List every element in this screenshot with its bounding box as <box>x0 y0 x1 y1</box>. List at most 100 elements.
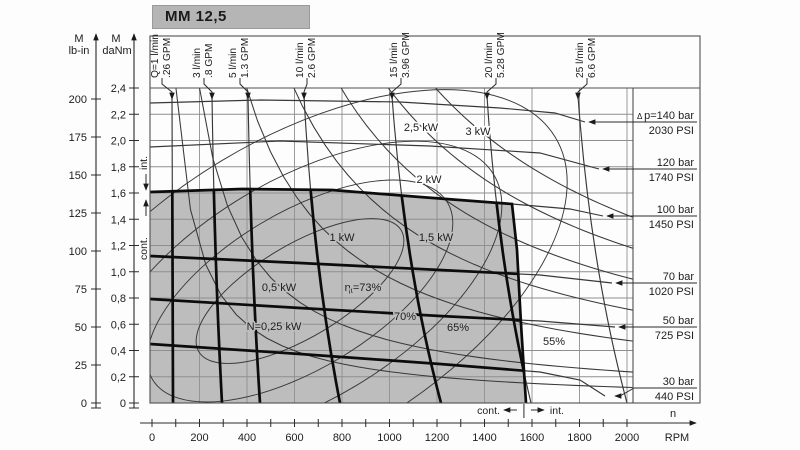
x-axis-name: n <box>670 408 676 420</box>
danm-tick-label: 2,4 <box>111 83 126 95</box>
flow-rate-gpm-label: 5.28 GPM <box>496 32 507 78</box>
danm-tick-label: 2,0 <box>111 136 126 148</box>
danm-axis-unit: daNm <box>102 45 131 57</box>
pressure-bar-label: 100 bar <box>657 204 695 216</box>
lbin-tick-label: 25 <box>75 360 87 372</box>
flow-rate-label: 5 l/min <box>228 48 239 78</box>
rpm-tick-label: 1200 <box>425 432 449 444</box>
power-curve <box>198 88 633 373</box>
flow-leader-arrow <box>301 78 308 100</box>
curve-label: 3 kW <box>465 126 491 138</box>
danm-tick-label: 1,2 <box>111 241 126 253</box>
y-axes: Mlb-inMdaNm025507510012515017520000,20,4… <box>69 33 139 410</box>
flow-leader-arrow <box>161 78 175 100</box>
power-curve <box>434 88 633 218</box>
rpm-tick-label: 200 <box>190 432 208 444</box>
pressure-psi-label: 440 PSI <box>655 391 694 403</box>
bottom-cont-label: cont. <box>477 405 500 417</box>
flow-line <box>577 95 628 403</box>
rpm-tick-label: 1400 <box>472 432 496 444</box>
flow-rate-gpm-label: 1.3 GPM <box>240 38 251 78</box>
flow-rate-label: 25 l/min <box>575 42 586 78</box>
left-int-label: int. <box>138 156 150 170</box>
efficiency-contour <box>195 218 405 364</box>
pressure-line <box>150 140 600 170</box>
lbin-axis-name: M <box>74 33 83 45</box>
flow-leader-arrow <box>203 78 215 100</box>
power-curve <box>175 88 633 389</box>
danm-tick-label: 0,2 <box>111 372 126 384</box>
curve-label: 65% <box>447 322 469 334</box>
zone-thick-curves <box>150 189 526 403</box>
flow-rate-label: Q=1 l/min <box>150 34 161 78</box>
danm-tick-label: 0 <box>120 398 126 410</box>
danm-axis-name: M <box>111 33 120 45</box>
pressure-bar-label: 50 bar <box>663 315 695 327</box>
rpm-tick-label: 1000 <box>377 432 401 444</box>
bottom-duty-annotation: cont. int. <box>477 404 564 418</box>
left-cont-label: cont. <box>138 237 150 260</box>
pressure-psi-label: 2030 PSI <box>649 125 694 137</box>
lbin-tick-label: 50 <box>75 322 87 334</box>
curve-label: 55% <box>543 336 565 348</box>
curve-label: 2,5 kW <box>404 122 439 134</box>
lbin-tick-label: 100 <box>69 246 87 258</box>
lbin-tick-label: 150 <box>69 170 87 182</box>
chart-title: MM 12,5 <box>152 5 310 29</box>
pressure-psi-label: 1020 PSI <box>649 286 694 298</box>
power-curve <box>340 88 633 280</box>
curve-label: N=0,25 kW <box>247 321 302 333</box>
pressure-leader-arrow <box>614 387 635 399</box>
pressure-bar-label: 120 bar <box>657 157 695 169</box>
x-axis-unit: RPM <box>665 432 689 444</box>
flow-rate-label: 3 l/min <box>192 48 203 78</box>
danm-tick-label: 1,8 <box>111 162 126 174</box>
left-duty-annotation: int. cont. <box>138 156 150 260</box>
lbin-tick-label: 0 <box>81 398 87 410</box>
curve-labels: N=0,25 kW 0,5 kW 1 kW 1,5 kW 2 kW 2,5 kW 3 kW η… <box>245 120 567 349</box>
lbin-tick-label: 200 <box>69 94 87 106</box>
flow-rate-gpm-label: .8 GPM <box>204 43 215 78</box>
flow-rate-gpm-label: .26 GPM <box>162 38 173 78</box>
curve-label: 1,5 kW <box>419 232 454 244</box>
flow-rate-gpm-label: 3.96 GPM <box>401 32 412 78</box>
bottom-int-label: int. <box>550 405 564 417</box>
chart-frame <box>149 35 701 404</box>
danm-tick-label: 1,4 <box>111 214 126 226</box>
flow-rate-gpm-label: 6.6 GPM <box>587 38 598 78</box>
flow-labels: Q=1 l/min .26 GPM 3 l/min .8 GPM 5 l/min 1.3 … <box>150 32 598 100</box>
pressure-psi-label: 725 PSI <box>655 330 694 342</box>
efficiency-contour <box>150 89 568 403</box>
danm-tick-label: 0,6 <box>111 319 126 331</box>
rpm-tick-label: 0 <box>149 432 155 444</box>
danm-tick-label: 1,6 <box>111 188 126 200</box>
curve-label: 0,5 kW <box>262 282 297 294</box>
flow-rate-label: 10 l/min <box>295 42 306 78</box>
danm-tick-label: 1,0 <box>111 267 126 279</box>
power-curve <box>293 88 633 311</box>
rpm-tick-label: 800 <box>333 432 351 444</box>
lbin-axis-unit: lb-in <box>69 45 90 57</box>
curve-label: 1 kW <box>329 232 355 244</box>
curve-label: ηt=73% <box>345 282 382 295</box>
pressure-psi-label: 1450 PSI <box>649 219 694 231</box>
danm-tick-label: 0,8 <box>111 293 126 305</box>
flow-leader-arrow <box>389 78 402 100</box>
lbin-tick-label: 75 <box>75 284 87 296</box>
curve-label: 2 kW <box>416 174 442 186</box>
flow-rate-label: 20 l/min <box>484 42 495 78</box>
lbin-tick-label: 175 <box>69 132 87 144</box>
pressure-bar-label: Δ p=140 bar <box>637 110 694 122</box>
flow-rate-label: 15 l/min <box>389 42 400 78</box>
danm-tick-label: 0,4 <box>111 346 126 358</box>
flow-leader-arrow <box>484 78 497 100</box>
flow-leader-arrow <box>239 78 251 100</box>
pressure-psi-label: 1740 PSI <box>649 172 694 184</box>
x-axis: 0 200 400 600 800 1000 1200 1400 1600 1800 2000 n RP… <box>140 408 697 444</box>
pressure-bar-label: 70 bar <box>663 271 695 283</box>
pressure-labels: Δ p=140 bar 2030 PSI 120 bar 1740 PSI 100 ba… <box>588 110 697 403</box>
power-curve <box>246 88 633 342</box>
rpm-tick-label: 2000 <box>615 432 639 444</box>
rpm-tick-label: 1600 <box>520 432 544 444</box>
